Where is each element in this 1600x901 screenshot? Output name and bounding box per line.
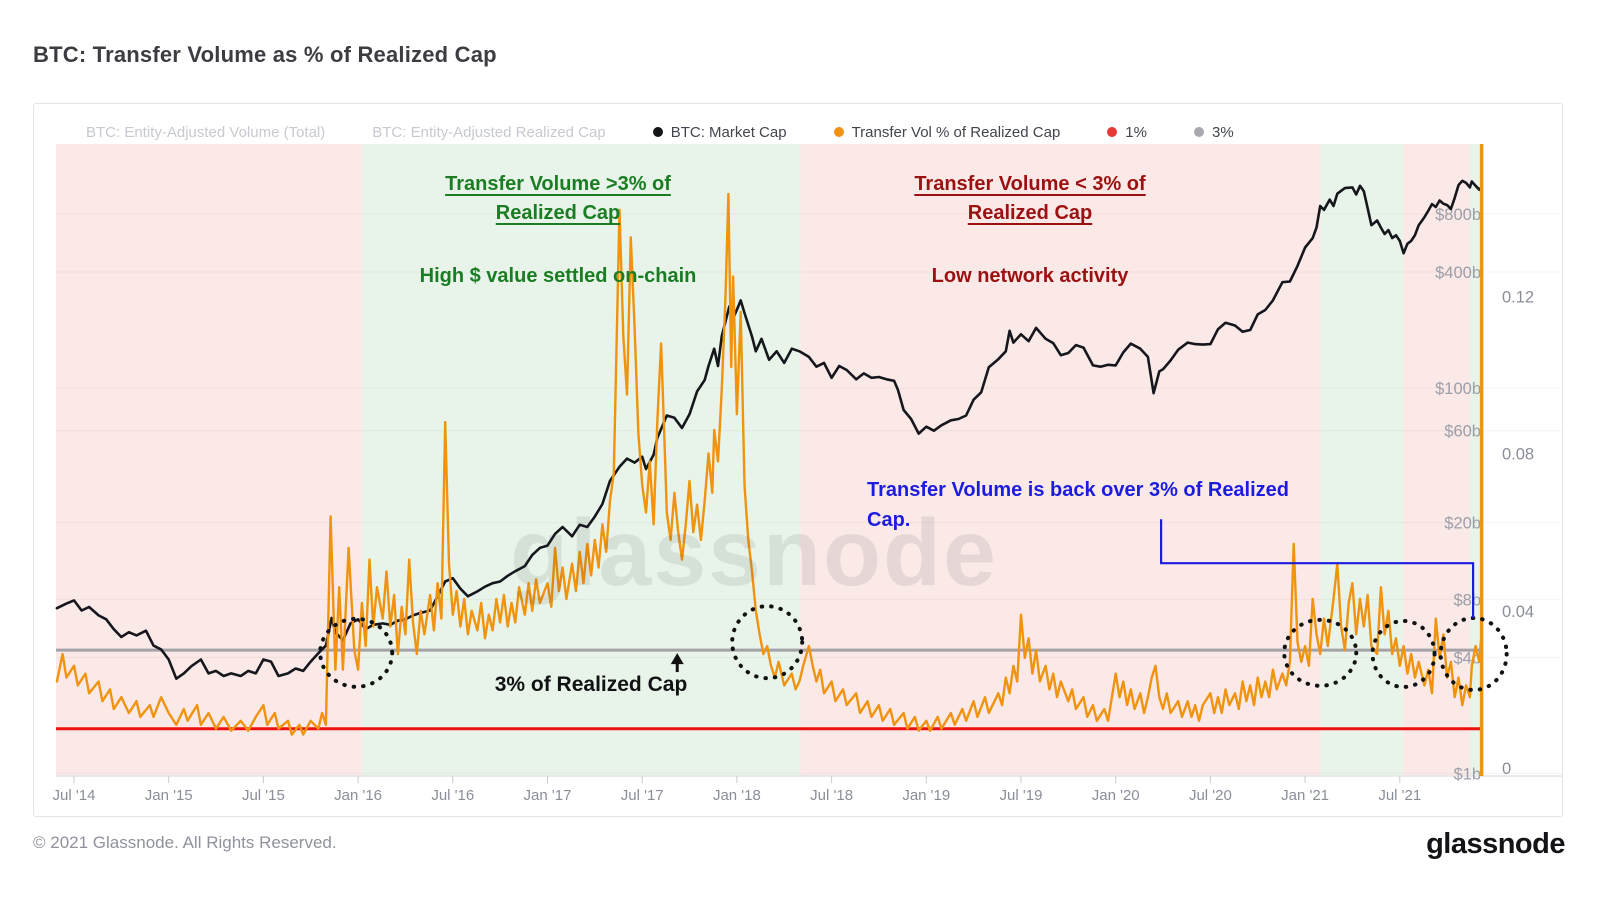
money-axis-tick-label: $100b [1435,380,1481,398]
highlight-circle-5 [1438,615,1509,692]
legend-item-2[interactable]: BTC: Market Cap [652,123,787,141]
chart-plot-area[interactable]: Jul '14 Jan '15 Jul '15 Jan '16 Jul '16 Jan '… [34,104,1564,818]
x-axis-tick-label: Jul '20 [1189,787,1232,804]
legend-item-4[interactable]: 1% [1107,124,1147,141]
x-axis-tick-label: Jul '18 [810,787,853,804]
x-axis-tick-label: Jul '19 [1000,787,1043,804]
money-axis-tick-label: $1b [1453,765,1481,783]
page-title: BTC: Transfer Volume as % of Realized Ca… [33,42,497,67]
money-axis-tick-label: $60b [1444,423,1481,441]
highlight-circle-1 [318,616,395,689]
highlight-circle-2 [730,604,805,681]
background-band-above [1470,144,1482,776]
legend-item-5[interactable]: 3% [1193,123,1234,141]
legend-dot-icon [1193,127,1204,137]
x-axis-tick-label: Jan '15 [145,787,193,804]
chart-card: BTC: Entity-Adjusted Volume (Total) BTC: … [33,103,1563,817]
x-axis-tick-label: Jul '16 [431,787,474,804]
money-axis-tick-label: $400b [1435,264,1481,282]
pct-axis-tick-label: 0.12 [1502,288,1534,306]
money-axis-tick-label: $8b [1453,591,1481,609]
highlight-circle-4 [1370,618,1437,689]
money-axis-tick-label: $800b [1435,206,1481,224]
legend-item-3[interactable]: Transfer Vol % of Realized Cap [833,123,1061,141]
x-axis-tick-label: Jul '17 [621,787,664,804]
legend-dot-icon [652,127,663,137]
threshold-arrow-icon [670,653,684,665]
money-axis-tick-label: $20b [1444,515,1481,533]
chart-legend: BTC: Entity-Adjusted Volume (Total) BTC: … [86,119,1234,145]
x-axis-tick-label: Jan '16 [334,787,382,804]
x-axis-tick-label: Jan '21 [1281,787,1329,804]
x-axis-tick-label: Jul '21 [1378,787,1421,804]
x-axis-tick-label: Jan '18 [713,787,761,804]
highlight-circle-3 [1282,617,1359,688]
legend-item-label: BTC: Market Cap [670,123,787,141]
legend-item-0[interactable]: BTC: Entity-Adjusted Volume (Total) [86,124,325,141]
pct-axis-tick-label: 0.04 [1502,603,1534,621]
legend-item-label: 1% [1125,123,1147,141]
x-axis-tick-label: Jan '20 [1092,787,1140,804]
legend-item-label: BTC: Entity-Adjusted Realized Cap [372,123,606,141]
series-line-market-cap [55,179,1483,680]
background-band-above [1320,144,1403,776]
pct-axis-tick-label: 0 [1502,760,1511,778]
legend-item-1[interactable]: BTC: Entity-Adjusted Realized Cap [372,124,605,141]
legend-item-label: 3% [1211,123,1234,141]
legend-item-label: Transfer Vol % of Realized Cap [851,123,1061,141]
x-axis-tick-label: Jul '15 [242,787,285,804]
background-band-below [56,144,362,776]
x-axis-tick-label: Jan '19 [902,787,950,804]
legend-dot-icon [833,127,844,137]
x-axis-tick-label: Jan '17 [524,787,572,804]
x-axis-tick-label: Jul '14 [53,787,96,804]
blue-connector-line [1160,519,1475,618]
pct-axis-tick-label: 0.08 [1502,446,1534,464]
legend-dot-icon [1107,127,1118,137]
copyright-text: © 2021 Glassnode. All Rights Reserved. [33,833,337,852]
background-band-below [800,144,1321,776]
glassnode-logo: glassnode [1426,828,1565,860]
background-band-above [361,144,801,776]
legend-item-label: BTC: Entity-Adjusted Volume (Total) [86,123,326,141]
chart-canvas: Jul '14 Jan '15 Jul '15 Jan '16 Jul '16 Jan '… [53,144,1562,804]
